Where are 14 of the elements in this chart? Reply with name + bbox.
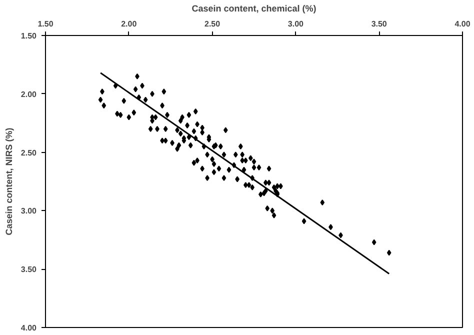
- x-axis-title: Casein content, chemical (%): [192, 4, 316, 14]
- x-tick-label: 2.00: [121, 20, 138, 28]
- y-axis-title: Casein content, NIRS (%): [4, 128, 14, 236]
- x-tick-label: 3.00: [288, 20, 304, 28]
- y-tick-label: 2.50: [20, 148, 38, 158]
- y-tick-label: 2.00: [20, 90, 38, 99]
- y-tick-label: 1.50: [20, 32, 38, 40]
- x-tick-label: 4.00: [454, 20, 471, 28]
- y-tick-label: 4.00: [20, 324, 38, 332]
- x-tick-label: 3.50: [371, 20, 388, 28]
- y-tick-label: 3.00: [20, 206, 38, 216]
- y-tick-label: 3.50: [20, 265, 38, 274]
- x-tick-label: 1.50: [38, 20, 54, 28]
- x-tick-label: 2.50: [204, 20, 221, 28]
